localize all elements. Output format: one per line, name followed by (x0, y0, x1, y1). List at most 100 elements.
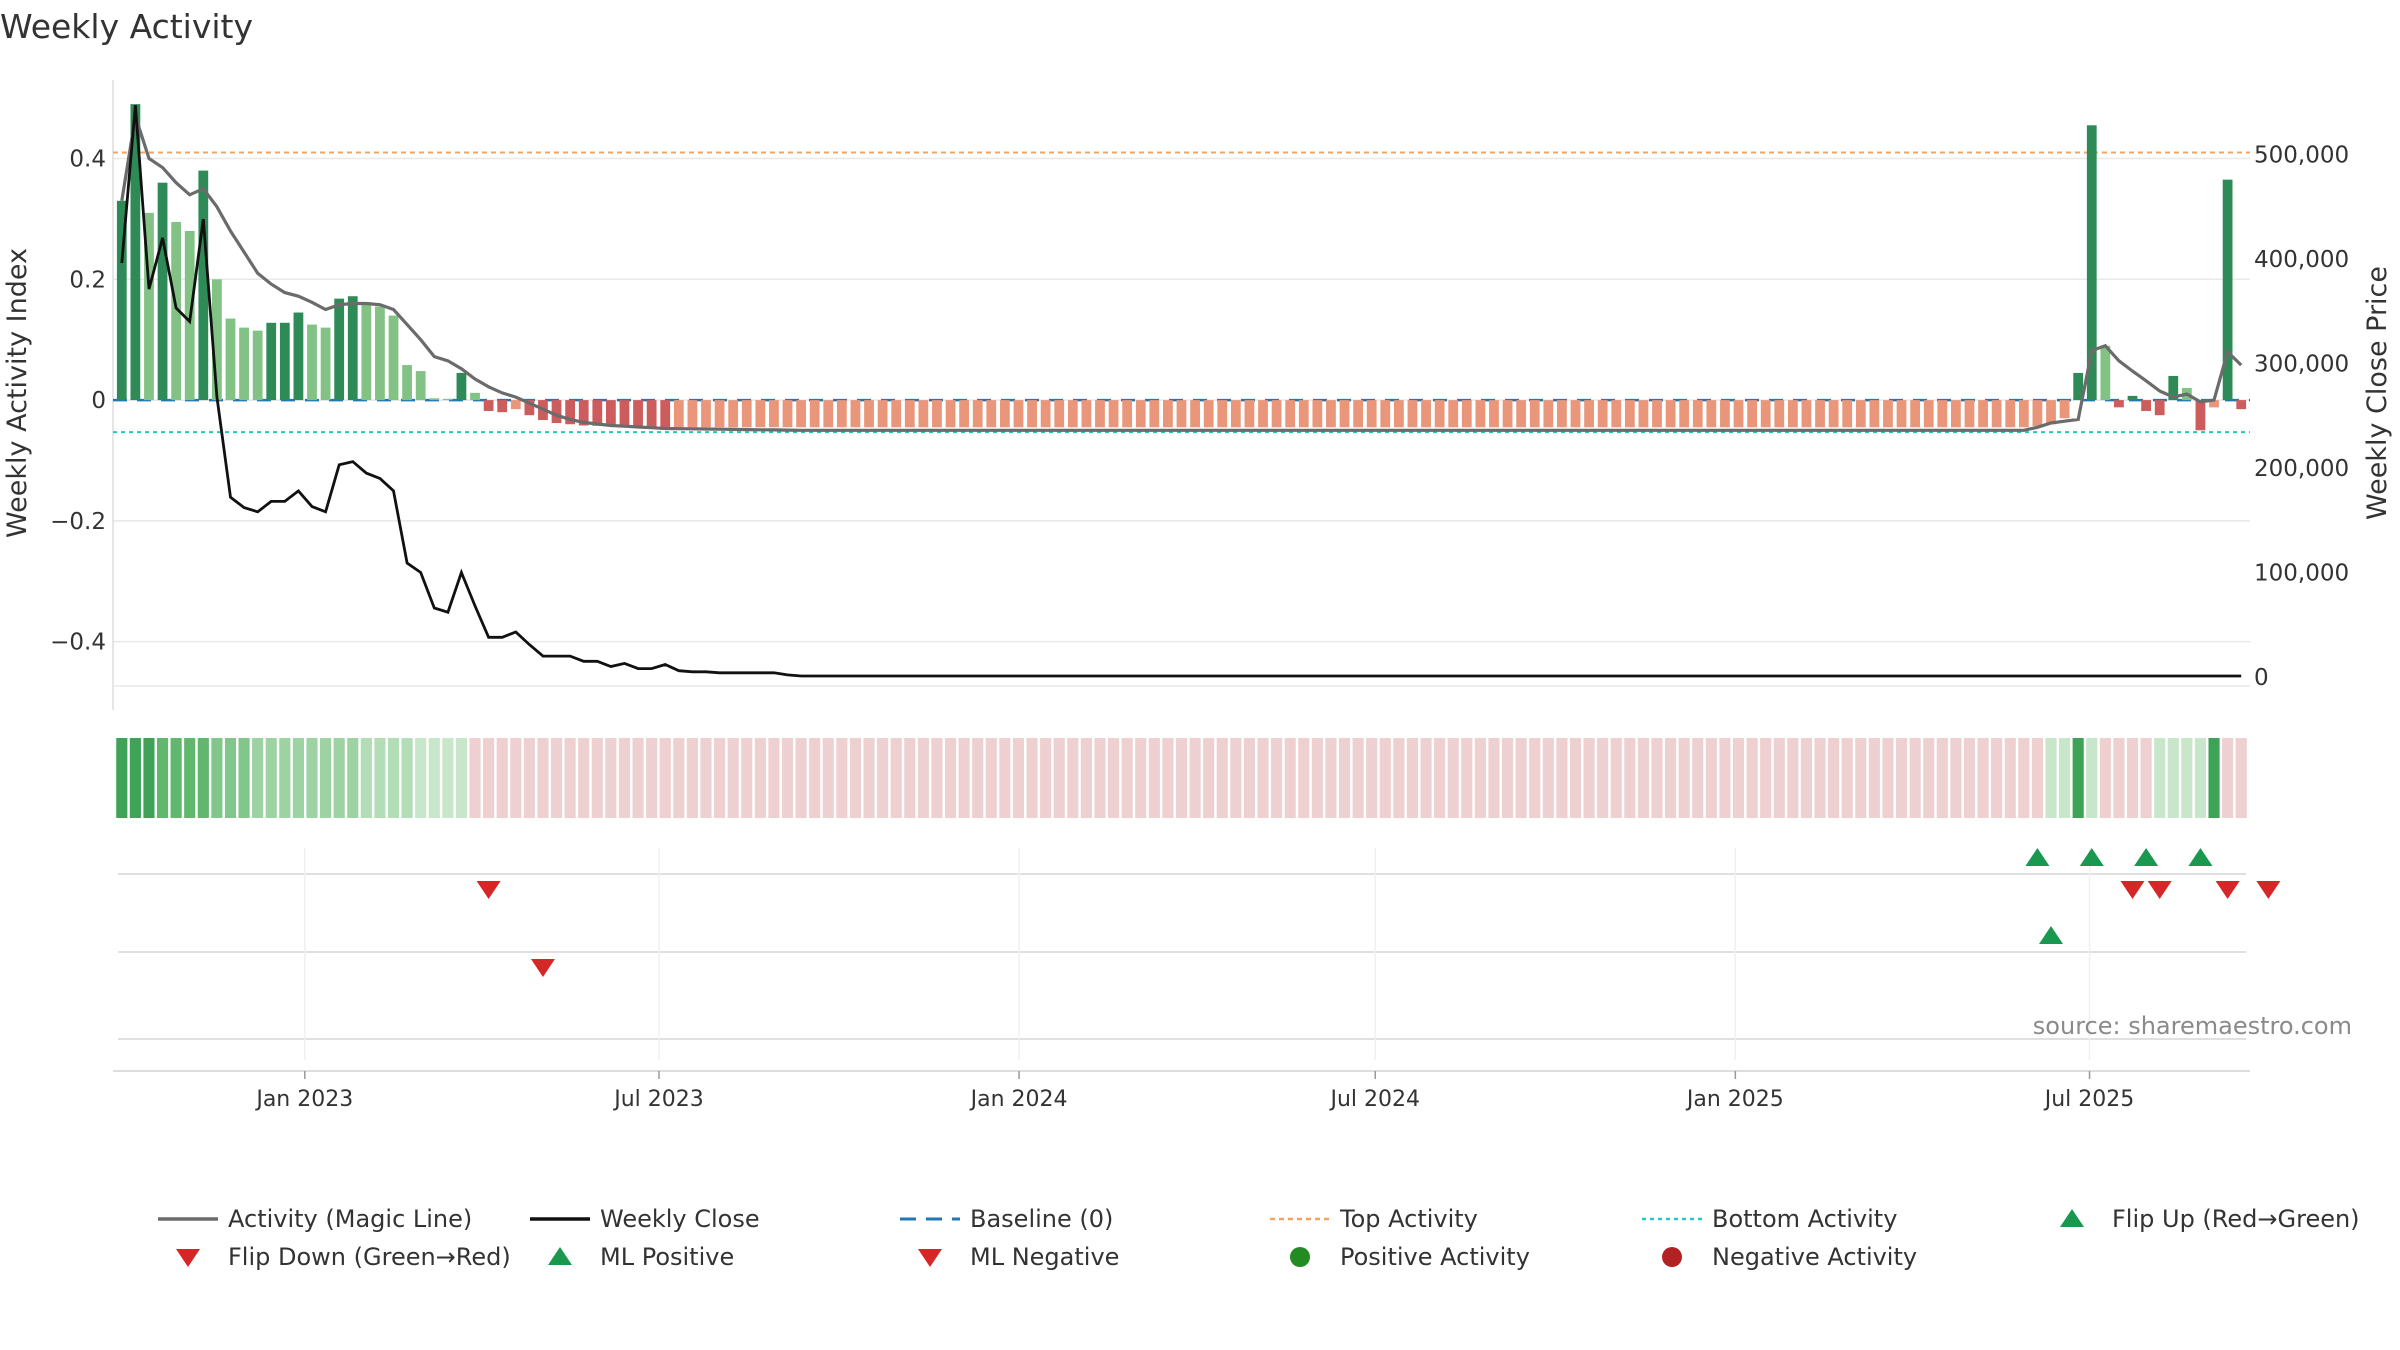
strip-cell (510, 738, 522, 818)
activity-bar (1815, 400, 1825, 428)
strip-cell (1379, 738, 1391, 818)
activity-bar (116, 200, 127, 401)
strip-cell (1135, 738, 1147, 818)
strip-cell (2167, 738, 2179, 818)
activity-bar (307, 324, 317, 401)
strip-cell (1841, 738, 1853, 818)
legend-swatch-flip-down (176, 1249, 200, 1267)
x-tick-label: Jan 2024 (969, 1087, 1068, 1112)
activity-bar (1991, 400, 2002, 428)
strip-cell (2194, 738, 2207, 818)
strip-cell (849, 738, 862, 818)
activity-bar (1434, 400, 1445, 428)
activity-bar (1978, 400, 1988, 428)
legend-label: Bottom Activity (1712, 1205, 1897, 1233)
strip-cell (1080, 738, 1092, 818)
strip-cell (333, 738, 345, 818)
activity-bar (1040, 400, 1051, 428)
activity-bar (1883, 400, 1893, 428)
strip-cell (1760, 738, 1772, 818)
strip-cell (1298, 738, 1310, 818)
strip-cell (360, 738, 372, 818)
activity-bar (986, 400, 997, 428)
activity-bar (2059, 400, 2070, 419)
strip-cell (1094, 738, 1106, 818)
legend-label: Negative Activity (1712, 1243, 1917, 1271)
activity-bar (1203, 400, 1214, 428)
activity-bar (1393, 400, 1404, 428)
y-axis-ticks: 0.4 0.2 0 −0.2 −0.4 (50, 147, 106, 656)
activity-bar (1584, 400, 1594, 428)
activity-bar (1543, 400, 1554, 428)
strip-cell (578, 738, 590, 818)
activity-bar (1326, 400, 1336, 428)
strip-cell (1800, 738, 1813, 818)
activity-bar (1448, 400, 1459, 428)
activity-bar (1230, 400, 1241, 428)
activity-bar (225, 318, 236, 401)
strip-cell (2004, 738, 2016, 818)
strip-cell (836, 738, 848, 818)
magic-line (120, 115, 2243, 432)
strip-cell (985, 738, 997, 818)
activity-bar (2046, 400, 2056, 425)
strip-cell (2099, 738, 2111, 818)
activity-bar (212, 279, 222, 401)
activity-bar (2032, 400, 2043, 427)
activity-bar (1733, 400, 1744, 428)
strip-cell (700, 738, 712, 818)
strip-cell (1882, 738, 1894, 818)
strip-cell (1501, 738, 1514, 818)
activity-bar (1896, 400, 1907, 428)
strip-cell (1719, 738, 1731, 818)
activity-bar (1652, 400, 1662, 428)
strip-cell (428, 738, 440, 818)
strip-cell (1787, 738, 1799, 818)
activity-bar (1013, 400, 1024, 428)
activity-bar (1108, 400, 1119, 428)
strip-cell (1366, 738, 1378, 818)
strip-cell (2113, 738, 2125, 818)
activity-bar (1122, 400, 1133, 428)
flip-down-marker (2256, 881, 2281, 899)
activity-bar (347, 296, 358, 401)
activity-bar (1679, 400, 1690, 428)
strip-cell (1352, 738, 1364, 818)
activity-bar (836, 400, 847, 428)
x-tick-label: Jan 2025 (1685, 1087, 1784, 1112)
activity-bar (2154, 400, 2165, 416)
strip-cell (1067, 738, 1079, 818)
strip-cell (184, 738, 196, 818)
strip-cell (2086, 738, 2098, 818)
activity-bar (1747, 400, 1758, 428)
legend-label: Weekly Close (600, 1205, 760, 1233)
strip-cell (252, 738, 264, 818)
strip-cell (1678, 738, 1690, 818)
strip-cell (727, 738, 739, 818)
strip-cell (170, 738, 182, 818)
weekly-close-line (120, 104, 2242, 678)
activity-bar (1855, 400, 1866, 428)
strip-cell (292, 738, 304, 818)
strip-cell (781, 738, 794, 818)
y-tick-label: −0.2 (50, 509, 106, 535)
strip-cell (347, 738, 359, 818)
strip-cell (197, 738, 209, 818)
ml-negative-marker (530, 959, 555, 977)
flip-down-marker (2215, 881, 2240, 899)
activity-bar (442, 398, 453, 401)
strip-cell (1311, 738, 1323, 818)
strip-cell (455, 738, 468, 818)
strip-cell (238, 738, 250, 818)
activity-bar (1380, 400, 1391, 428)
activity-bar (932, 400, 942, 428)
strip-cell (2235, 738, 2247, 818)
strip-cell (1542, 738, 1554, 818)
activity-bar (456, 372, 467, 401)
activity-bar (1217, 400, 1228, 428)
activity-bar (1054, 400, 1065, 428)
strip-cell (1434, 738, 1446, 818)
y2-axis-ticks: 500,000 400,000 300,000 200,000 100,000 0 (2254, 142, 2349, 691)
strip-cell (917, 738, 929, 818)
